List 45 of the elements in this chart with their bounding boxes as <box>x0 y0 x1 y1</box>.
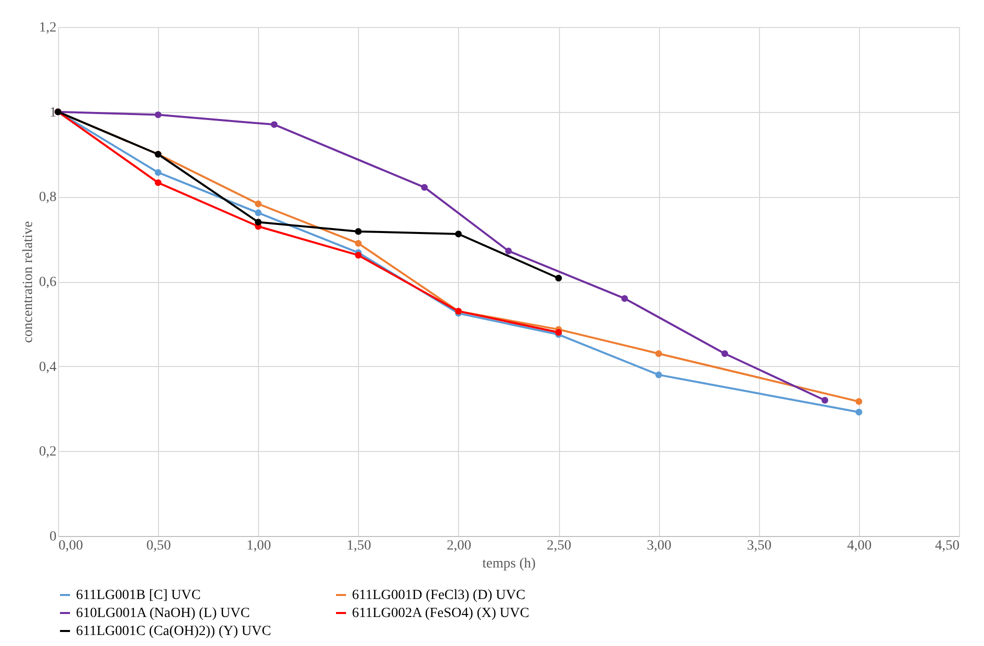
y-tick-label: 1 <box>50 105 56 120</box>
point <box>655 350 662 357</box>
y-tick-label: 0,4 <box>39 360 56 375</box>
y-tick-label: 0,6 <box>39 275 56 290</box>
point <box>621 295 628 302</box>
x-tick-label: 3,00 <box>646 538 672 554</box>
x-tick-label: 1,00 <box>246 538 271 554</box>
y-tick-label: 0,2 <box>39 444 56 460</box>
point <box>270 121 278 128</box>
point <box>721 350 728 357</box>
point <box>856 398 862 405</box>
y-tick-label: 0,8 <box>39 190 56 206</box>
x-tick-label: 0,50 <box>146 538 171 554</box>
point <box>254 200 262 208</box>
legend-label: 611LG001B [C] UVC <box>76 588 201 603</box>
point <box>354 228 362 235</box>
point <box>821 396 828 404</box>
legend-label: 611LG001D (FeCl3) (D) UVC <box>352 588 526 603</box>
legend-label: 610LG001A (NaOH) (L) UVC <box>76 606 250 621</box>
point <box>354 240 362 247</box>
legend-label: 611LG001C (Ca(OH)2)) (Y) UVC <box>76 624 272 639</box>
point <box>154 111 162 118</box>
point <box>655 371 662 378</box>
x-tick-label: 0,00 <box>58 538 83 554</box>
point <box>455 230 462 238</box>
point <box>555 274 562 282</box>
x-tick-label: 2,00 <box>446 538 472 554</box>
x-tick-label: 4,00 <box>847 538 872 554</box>
legend-label: 611LG002A (FeSO4) (X) UVC <box>352 606 530 621</box>
point <box>856 408 862 416</box>
x-tick-label: 4,50 <box>935 538 960 554</box>
point <box>254 209 262 216</box>
x-tick-label: 2,50 <box>546 538 572 554</box>
x-tick-label: 3,50 <box>747 538 772 554</box>
y-tick-label: 0 <box>50 530 56 544</box>
point <box>505 248 512 254</box>
x-axis-title: temps (h) <box>482 556 536 572</box>
y-tick-label: 1,2 <box>39 20 56 36</box>
point <box>354 252 362 259</box>
point <box>421 184 428 191</box>
y-axis-title: concentration relative <box>21 221 36 343</box>
point <box>154 179 162 186</box>
point <box>254 218 262 226</box>
point <box>154 169 162 176</box>
x-tick-label: 1,50 <box>346 538 372 554</box>
